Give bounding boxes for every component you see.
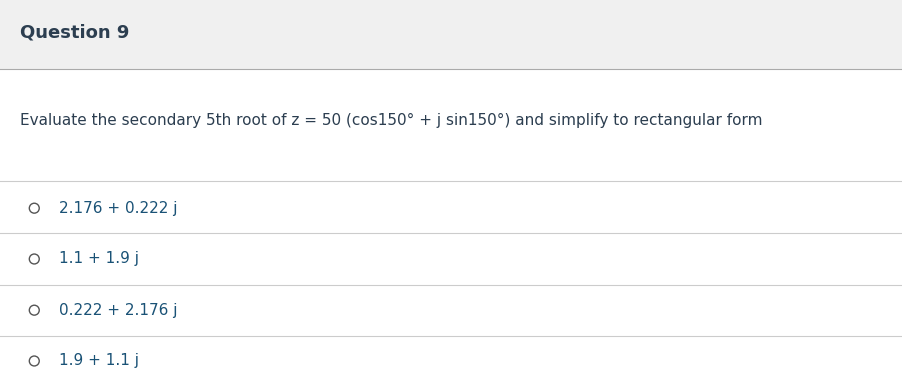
Text: 1.1 + 1.9 j: 1.1 + 1.9 j [59, 251, 139, 267]
Text: Evaluate the secondary 5th root of z = 50 (cos150° + j sin150°) and simplify to : Evaluate the secondary 5th root of z = 5… [20, 113, 762, 128]
Text: 1.9 + 1.1 j: 1.9 + 1.1 j [59, 353, 139, 369]
Text: Question 9: Question 9 [20, 23, 129, 42]
Text: 0.222 + 2.176 j: 0.222 + 2.176 j [59, 303, 177, 318]
Text: 2.176 + 0.222 j: 2.176 + 0.222 j [59, 201, 177, 216]
FancyBboxPatch shape [0, 0, 902, 69]
